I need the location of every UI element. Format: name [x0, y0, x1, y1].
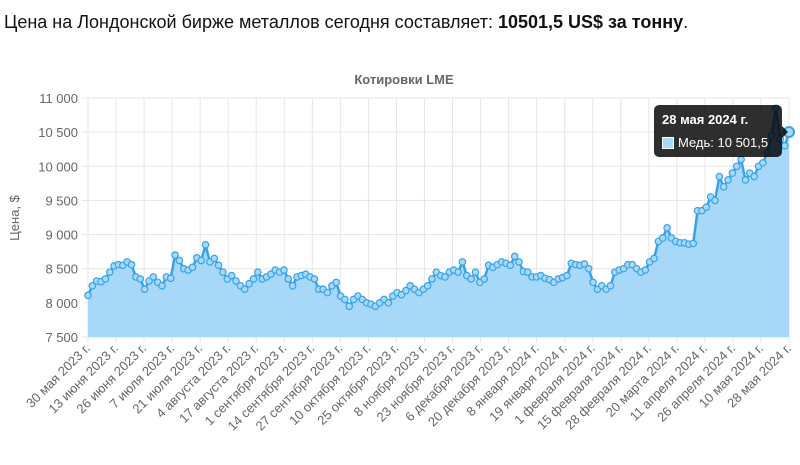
data-point[interactable] [188, 263, 197, 272]
data-point[interactable] [201, 241, 210, 249]
data-point[interactable] [741, 176, 750, 184]
data-point[interactable] [728, 169, 737, 177]
tooltip-swatch [662, 136, 674, 149]
data-point[interactable] [332, 278, 340, 287]
data-point[interactable] [166, 274, 175, 283]
data-point[interactable] [88, 281, 97, 290]
data-point[interactable] [759, 159, 767, 167]
y-tick-label: 7 500 [45, 330, 78, 345]
data-point[interactable] [384, 299, 393, 307]
data-point[interactable] [288, 281, 297, 290]
data-point[interactable] [245, 279, 253, 288]
data-point[interactable] [323, 288, 332, 297]
x-ticks: 30 мая 2023 г.13 июня 2023 г.26 июня 202… [23, 341, 794, 434]
y-tick-label: 9 000 [45, 228, 78, 243]
chart-title: Котировки LME [354, 72, 454, 87]
data-point[interactable] [641, 266, 650, 274]
data-point[interactable] [210, 254, 219, 263]
tooltip-value: Медь: 10 501,5 [678, 135, 769, 150]
data-point[interactable] [310, 275, 319, 283]
data-point[interactable] [580, 260, 589, 268]
y-tick-label: 9 500 [45, 193, 78, 208]
data-point[interactable] [254, 268, 262, 276]
y-ticks: 7 500 8 000 8 500 9 000 9 500 10 000 10 500 11 … [38, 91, 78, 345]
headline-prefix: Цена на Лондонской бирже металлов сегодн… [4, 12, 498, 32]
data-point[interactable] [711, 196, 719, 205]
data-point[interactable] [101, 275, 110, 283]
data-point[interactable] [458, 258, 467, 266]
y-axis-label: Цена, $ [7, 194, 22, 240]
headline-price: 10501,5 US$ за тонну [497, 12, 684, 32]
data-point[interactable] [719, 182, 728, 191]
data-point[interactable] [441, 273, 449, 281]
data-point[interactable] [219, 268, 227, 276]
data-point[interactable] [149, 273, 158, 281]
tooltip-caret [782, 126, 788, 138]
data-point[interactable] [227, 271, 236, 280]
data-point[interactable] [84, 291, 92, 300]
headline-suffix: . [683, 12, 689, 32]
tooltip: 28 мая 2024 г. Медь: 10 501,5 [654, 105, 782, 157]
data-point[interactable] [240, 285, 249, 294]
y-tick-label: 8 500 [45, 262, 78, 277]
data-point[interactable] [471, 268, 480, 276]
data-point[interactable] [732, 162, 741, 171]
tooltip-row: Медь: 10 501,5 [662, 135, 774, 150]
data-point[interactable] [480, 275, 489, 283]
data-point[interactable] [171, 251, 179, 259]
data-point[interactable] [341, 295, 349, 304]
data-point[interactable] [715, 172, 724, 181]
data-point[interactable] [423, 281, 432, 290]
data-point[interactable] [510, 252, 519, 261]
data-point[interactable] [140, 285, 149, 294]
data-point[interactable] [249, 275, 258, 283]
data-point[interactable] [589, 278, 597, 287]
data-point[interactable] [689, 239, 698, 248]
data-point[interactable] [280, 266, 288, 274]
y-tick-label: 8 000 [45, 296, 78, 311]
data-point[interactable] [702, 203, 711, 212]
data-point[interactable] [197, 256, 206, 265]
tooltip-date: 28 мая 2024 г. [662, 112, 749, 127]
data-point[interactable] [467, 275, 475, 283]
data-point[interactable] [606, 281, 615, 290]
data-point[interactable] [737, 155, 745, 164]
headline: Цена на Лондонской бирже металлов сегодн… [4, 12, 688, 33]
data-point[interactable] [780, 142, 789, 150]
data-point[interactable] [584, 264, 593, 273]
data-point[interactable] [506, 261, 515, 270]
data-point[interactable] [563, 271, 571, 280]
data-point[interactable] [750, 172, 758, 181]
data-point[interactable] [158, 281, 166, 290]
data-point[interactable] [345, 302, 354, 311]
data-point[interactable] [136, 275, 145, 283]
data-point[interactable] [650, 254, 658, 263]
data-point[interactable] [214, 261, 223, 270]
data-point[interactable] [284, 275, 293, 283]
y-tick-label: 11 000 [39, 91, 78, 106]
data-point[interactable] [127, 260, 136, 269]
data-point[interactable] [428, 275, 436, 283]
data-point[interactable] [658, 234, 667, 242]
y-tick-label: 10 000 [38, 159, 78, 174]
data-point[interactable] [105, 268, 114, 276]
data-points [84, 104, 795, 311]
data-point[interactable] [232, 277, 240, 285]
data-point[interactable] [454, 268, 462, 276]
y-tick-label: 10 500 [38, 125, 78, 140]
data-point[interactable] [515, 258, 523, 266]
data-point[interactable] [663, 223, 671, 232]
data-point[interactable] [724, 176, 732, 184]
data-point[interactable] [523, 268, 532, 276]
data-point[interactable] [175, 256, 184, 265]
data-point[interactable] [402, 286, 410, 295]
